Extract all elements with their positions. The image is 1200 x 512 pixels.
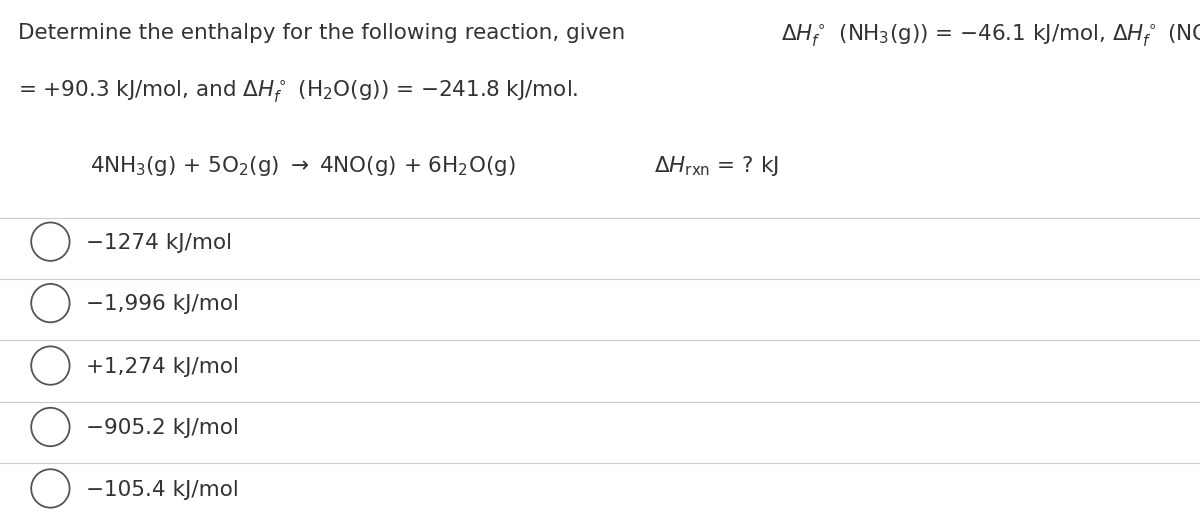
Text: −1274 kJ/mol: −1274 kJ/mol: [86, 233, 233, 253]
Text: 4NH$_3$(g) + 5O$_2$(g) $\rightarrow$ 4NO(g) + 6H$_2$O(g): 4NH$_3$(g) + 5O$_2$(g) $\rightarrow$ 4NO…: [90, 154, 516, 178]
Text: $\Delta H_{\rm rxn}$ = ? kJ: $\Delta H_{\rm rxn}$ = ? kJ: [654, 154, 779, 178]
Text: −905.2 kJ/mol: −905.2 kJ/mol: [86, 418, 239, 438]
Text: (NH$_3$(g)) = $-$46.1 kJ/mol, $\Delta H_f^\circ$ (NO(g)): (NH$_3$(g)) = $-$46.1 kJ/mol, $\Delta H_…: [832, 23, 1200, 49]
Text: +1,274 kJ/mol: +1,274 kJ/mol: [86, 357, 239, 377]
Text: Determine the enthalpy for the following reaction, given: Determine the enthalpy for the following…: [18, 23, 632, 43]
Text: −1,996 kJ/mol: −1,996 kJ/mol: [86, 294, 239, 314]
Text: = +90.3 kJ/mol, and $\Delta H_f^\circ$ (H$_2$O(g)) = $-$241.8 kJ/mol.: = +90.3 kJ/mol, and $\Delta H_f^\circ$ (…: [18, 79, 578, 105]
Text: $\Delta H_f^\circ$: $\Delta H_f^\circ$: [781, 23, 826, 49]
Text: −105.4 kJ/mol: −105.4 kJ/mol: [86, 480, 239, 500]
